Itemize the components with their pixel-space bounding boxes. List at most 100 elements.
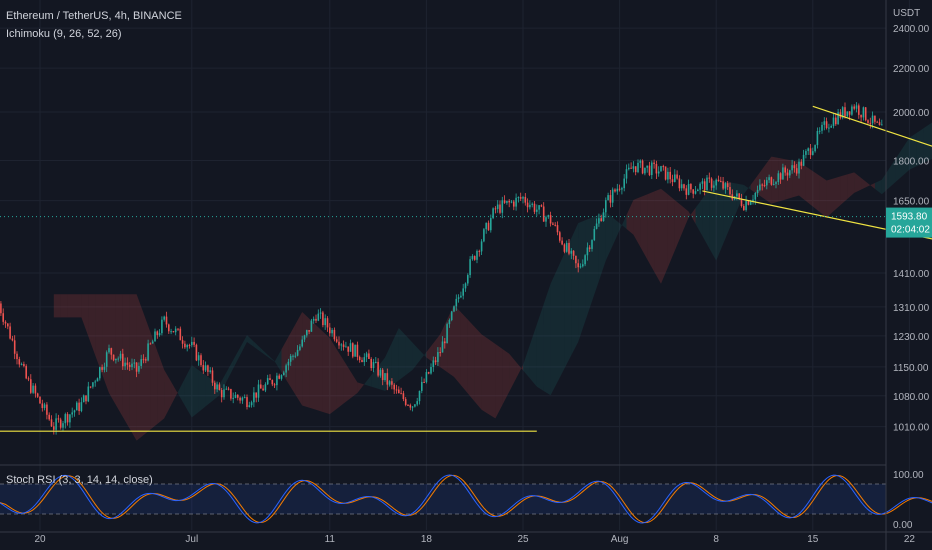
candle-body: [418, 390, 421, 402]
candle-body: [216, 384, 218, 390]
candle-body: [713, 185, 715, 188]
cloud-segment: [805, 166, 813, 207]
candle-body: [186, 345, 189, 348]
cloud-segment: [529, 324, 537, 387]
candle-body: [552, 223, 554, 225]
candle-body: [62, 423, 64, 428]
cloud-segment: [502, 348, 510, 406]
candle-body: [662, 166, 665, 168]
cloud-segment: [509, 353, 517, 392]
cloud-segment: [419, 350, 427, 362]
candle-body: [602, 212, 605, 222]
cloud-segment: [640, 194, 648, 260]
cloud-segment: [598, 211, 606, 281]
candle-body: [391, 381, 393, 385]
candle-body: [292, 355, 294, 357]
cloud-segment: [854, 172, 862, 193]
candle-body: [368, 353, 370, 359]
candle-body: [563, 244, 566, 252]
candle-body: [227, 388, 230, 390]
candle-body: [740, 198, 743, 207]
candle-body: [220, 390, 223, 398]
cloud-segment: [371, 366, 379, 389]
candle-body: [768, 177, 770, 181]
candle-body: [177, 328, 179, 330]
candle-body: [450, 311, 453, 321]
candle-body: [455, 298, 458, 307]
candle-body: [499, 204, 501, 213]
candle-body: [673, 174, 676, 183]
cloud-segment: [81, 294, 89, 337]
candle-body: [869, 122, 872, 124]
price-tick-label: 1230.00: [893, 332, 930, 343]
cloud-segment: [695, 198, 703, 237]
candle-body: [319, 312, 322, 314]
cloud-segment: [233, 347, 241, 369]
candle-body: [851, 106, 853, 115]
time-tick-label: 22: [904, 534, 916, 545]
candle-body: [112, 354, 115, 361]
candle-body: [308, 330, 310, 332]
cloud-segment: [336, 349, 344, 409]
candle-body: [147, 343, 149, 361]
candle-body: [880, 124, 883, 126]
time-tick-label: 25: [517, 534, 529, 545]
candle-body: [167, 324, 170, 332]
candle-body: [0, 303, 2, 314]
candle-body: [496, 204, 499, 209]
stoch-rsi-pane: [0, 474, 932, 524]
candle-body: [41, 403, 44, 409]
candle-body: [857, 105, 860, 115]
candle-body: [604, 200, 607, 213]
cloud-segment: [771, 156, 779, 204]
candle-body: [448, 320, 451, 325]
candle-body: [328, 327, 331, 334]
candle-body: [860, 114, 862, 118]
candle-body: [510, 201, 513, 203]
candle-body: [473, 256, 476, 260]
candle-body: [667, 171, 669, 180]
stoch-rsi-label[interactable]: Stoch RSI (3, 3, 14, 14, close): [6, 474, 153, 486]
cloud-segment: [316, 325, 323, 412]
candle-body: [36, 393, 39, 397]
cloud-segment: [115, 294, 123, 417]
candle-body: [805, 151, 807, 155]
candle-body: [184, 343, 186, 348]
candle-body: [719, 181, 722, 183]
candle-body: [193, 341, 195, 345]
candle-body: [246, 397, 248, 408]
indicator-label[interactable]: Ichimoku (9, 26, 52, 26): [6, 28, 122, 40]
cloud-segment: [833, 176, 841, 212]
candle-body: [338, 341, 340, 346]
candle-body: [225, 388, 228, 390]
candle-body: [384, 373, 386, 381]
candle-body: [600, 218, 603, 222]
candle-body: [478, 250, 481, 252]
candle-body: [305, 330, 308, 336]
candle-body: [430, 366, 432, 374]
candle-body: [837, 112, 839, 125]
candle-body: [446, 324, 448, 344]
cloud-segment: [143, 313, 151, 436]
cloud-segment: [578, 220, 586, 342]
candle-body: [294, 355, 297, 357]
time-tick-label: Jul: [185, 534, 198, 545]
cloud-segment: [164, 369, 172, 419]
candle-body: [170, 331, 172, 333]
cloud-segment: [881, 169, 889, 195]
candle-body: [595, 223, 598, 229]
candle-body: [18, 359, 21, 365]
cloud-segment: [785, 159, 793, 200]
candle-body: [264, 384, 267, 391]
candle-body: [706, 177, 708, 191]
candle-body: [685, 188, 688, 195]
candle-body: [441, 341, 444, 353]
symbol-title[interactable]: Ethereum / TetherUS, 4h, BINANCE: [6, 10, 182, 22]
cloud-segment: [619, 215, 627, 231]
candle-body: [262, 388, 264, 391]
candle-body: [637, 162, 639, 173]
candle-body: [598, 218, 600, 224]
cloud-segment: [571, 223, 579, 356]
candles-layer: [0, 102, 883, 435]
